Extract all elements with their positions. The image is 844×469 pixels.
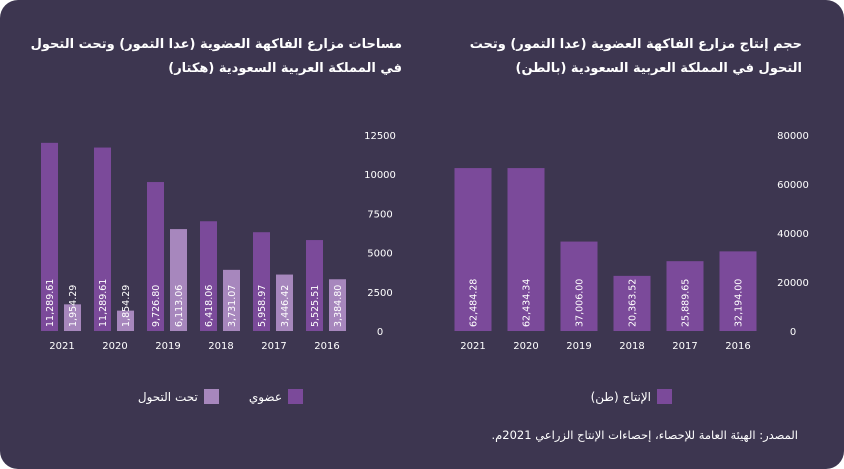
right-bar-primary [613, 275, 651, 331]
source-note: المصدر: الهيئة العامة للإحصاء، إحصاءات ا… [491, 428, 799, 442]
left-x-category-label: 2018 [208, 341, 233, 352]
left-x-category-label: 2016 [314, 341, 339, 352]
left-x-category-label: 2019 [155, 341, 180, 352]
right-legend: الإنتاج (طن) [591, 389, 672, 404]
left-bar-value-label: 5,958.97 [257, 285, 268, 327]
right-bar-value-label: 62,434.34 [522, 279, 533, 327]
right-bar-primary [560, 241, 598, 331]
right-bar-primary [507, 168, 545, 331]
left-bar-value-label: 1,854.29 [121, 285, 132, 327]
left-y-tick-label: 12500 [364, 131, 396, 142]
left-bar-secondary [170, 229, 187, 331]
left-x-category-label: 2017 [261, 341, 286, 352]
left-bar-value-label: 6,113.06 [174, 285, 185, 327]
left-bar-value-label: 3,731.07 [227, 285, 238, 327]
right-x-category-label: 2018 [619, 341, 644, 352]
left-bar-value-label: 5,525.51 [310, 285, 321, 327]
left-y-tick-label: 5000 [367, 249, 392, 260]
legend-swatch-converting [203, 389, 219, 404]
left-y-tick-label: 10000 [364, 170, 396, 181]
left-bar-primary [200, 221, 217, 331]
left-bar-primary [41, 142, 58, 331]
legend-label-organic: عضوي [248, 389, 282, 404]
right-bar-value-label: 37,006.00 [575, 279, 586, 327]
left-y-tick-label: 0 [377, 327, 383, 338]
right-y-tick-label: 80000 [777, 131, 809, 142]
right-x-category-label: 2017 [672, 341, 697, 352]
left-bar-secondary [64, 304, 81, 331]
right-y-tick-label: 40000 [777, 229, 809, 240]
left-bar-secondary [276, 274, 293, 331]
right-y-tick-label: 0 [790, 327, 796, 338]
right-x-category-label: 2021 [460, 341, 485, 352]
right-bar-primary [454, 168, 492, 331]
left-bar-value-label: 6,418.06 [204, 285, 215, 327]
legend-label-production: الإنتاج (طن) [590, 389, 651, 404]
left-x-category-label: 2021 [49, 341, 74, 352]
right-y-tick-label: 20000 [777, 278, 809, 289]
legend-label-converting: تحت التحول [137, 389, 198, 404]
left-bar-primary [94, 147, 111, 331]
legend-swatch-organic [288, 389, 303, 404]
right-bar-value-label: 62,484.28 [469, 279, 480, 327]
left-bar-value-label: 11,289.61 [98, 279, 109, 327]
right-bar-value-label: 25,889.65 [681, 279, 692, 327]
right-x-category-label: 2019 [566, 341, 591, 352]
right-bar-value-label: 20,363.52 [628, 279, 639, 327]
left-bar-secondary [223, 269, 240, 331]
left-legend: عضوي تحت التحول [138, 389, 303, 404]
left-bar-value-label: 9,726.80 [151, 285, 162, 327]
right-y-tick-label: 60000 [777, 180, 809, 191]
right-x-category-label: 2016 [725, 341, 750, 352]
left-chart-title: مساحات مزارع الفاكهة العضوية (عدا التمور… [30, 37, 402, 76]
left-bar-value-label: 1,954.29 [68, 285, 79, 327]
right-bar-primary [666, 261, 704, 331]
right-bar-value-label: 32,194.00 [734, 279, 745, 327]
left-y-tick-label: 7500 [367, 209, 392, 220]
right-x-category-label: 2020 [513, 341, 538, 352]
left-bar-value-label: 3,446.42 [280, 285, 291, 327]
left-bar-primary [306, 240, 323, 331]
right-chart-title: حجم إنتاج مزارع الفاكهة العضوية (عدا الت… [469, 37, 802, 76]
left-bar-primary [253, 232, 270, 331]
left-y-tick-label: 2500 [367, 288, 392, 299]
left-bar-primary [147, 182, 164, 331]
legend-swatch-production [657, 389, 672, 404]
right-bar-primary [719, 251, 757, 331]
left-bar-value-label: 11,289.61 [45, 279, 56, 327]
left-bar-secondary [329, 279, 346, 331]
left-bar-value-label: 3,384.80 [333, 285, 344, 327]
left-bar-secondary [117, 310, 134, 331]
left-x-category-label: 2020 [102, 341, 127, 352]
